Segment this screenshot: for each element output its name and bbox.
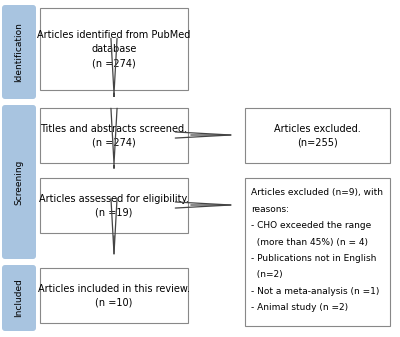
Text: - CHO exceeded the range: - CHO exceeded the range — [251, 221, 371, 230]
Text: - Animal study (n =2): - Animal study (n =2) — [251, 304, 348, 312]
Bar — [245, 108, 390, 163]
Text: Articles identified from PubMed
database
(n =274): Articles identified from PubMed database… — [37, 30, 191, 68]
Text: Screening: Screening — [14, 159, 24, 205]
Text: (more than 45%) (n = 4): (more than 45%) (n = 4) — [251, 238, 368, 246]
Text: Articles assessed for eligibility.
(n =19): Articles assessed for eligibility. (n =1… — [39, 193, 189, 217]
Text: Articles excluded.
(n=255): Articles excluded. (n=255) — [274, 123, 361, 148]
Text: Articles excluded (n=9), with: Articles excluded (n=9), with — [251, 188, 383, 197]
Text: Included: Included — [14, 279, 24, 317]
FancyBboxPatch shape — [2, 105, 36, 259]
Text: reasons:: reasons: — [251, 205, 289, 214]
Text: - Not a meta-analysis (n =1): - Not a meta-analysis (n =1) — [251, 287, 379, 296]
FancyBboxPatch shape — [2, 5, 36, 99]
Text: - Publications not in English: - Publications not in English — [251, 254, 376, 263]
FancyBboxPatch shape — [2, 265, 36, 331]
Text: Identification: Identification — [14, 22, 24, 82]
Bar — [40, 178, 188, 233]
Text: (n=2): (n=2) — [251, 271, 283, 279]
Text: Articles included in this review.
(n =10): Articles included in this review. (n =10… — [38, 283, 190, 307]
Bar — [40, 268, 188, 323]
Bar — [40, 8, 188, 90]
Bar — [245, 178, 390, 326]
Text: Titles and abstracts screened.
(n =274): Titles and abstracts screened. (n =274) — [40, 123, 188, 148]
Bar — [40, 108, 188, 163]
